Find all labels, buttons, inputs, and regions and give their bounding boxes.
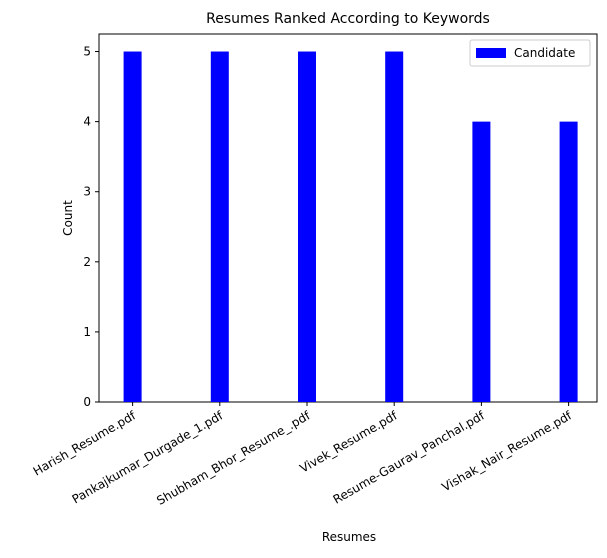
y-tick-label: 5 (83, 45, 91, 59)
x-tick-label: Shubham_Bhor_Resume_.pdf (154, 408, 313, 508)
bar-2 (210, 51, 229, 403)
y-tick-label: 2 (83, 255, 91, 269)
bar-5 (472, 121, 491, 402)
chart-title: Resumes Ranked According to Keywords (206, 11, 490, 27)
bars-group (123, 51, 578, 403)
legend-swatch (476, 48, 506, 58)
x-tick-label: Resume-Gaurav_Panchal.pdf (331, 408, 488, 507)
bar-3 (298, 51, 316, 403)
y-tick-label: 4 (83, 115, 91, 129)
legend-entry-candidate: Candidate (514, 46, 575, 60)
y-tick-label: 1 (83, 325, 91, 339)
x-tick-label: Pankajkumar_Durgade_1.pdf (70, 408, 226, 506)
y-axis-label: Count (61, 200, 75, 236)
plot-area (98, 33, 598, 403)
x-axis-label: Resumes (322, 530, 376, 544)
legend-box (469, 39, 591, 67)
y-tick-label: 0 (83, 395, 91, 409)
bar-4 (385, 51, 404, 403)
bar-6 (559, 121, 578, 402)
legend: Candidate (469, 39, 591, 67)
bar-1 (123, 51, 142, 403)
y-axis: 0 1 2 3 4 5 (83, 45, 99, 409)
y-tick-label: 3 (83, 185, 91, 199)
x-axis: Harish_Resume.pdfPankajkumar_Durgade_1.p… (31, 402, 575, 508)
